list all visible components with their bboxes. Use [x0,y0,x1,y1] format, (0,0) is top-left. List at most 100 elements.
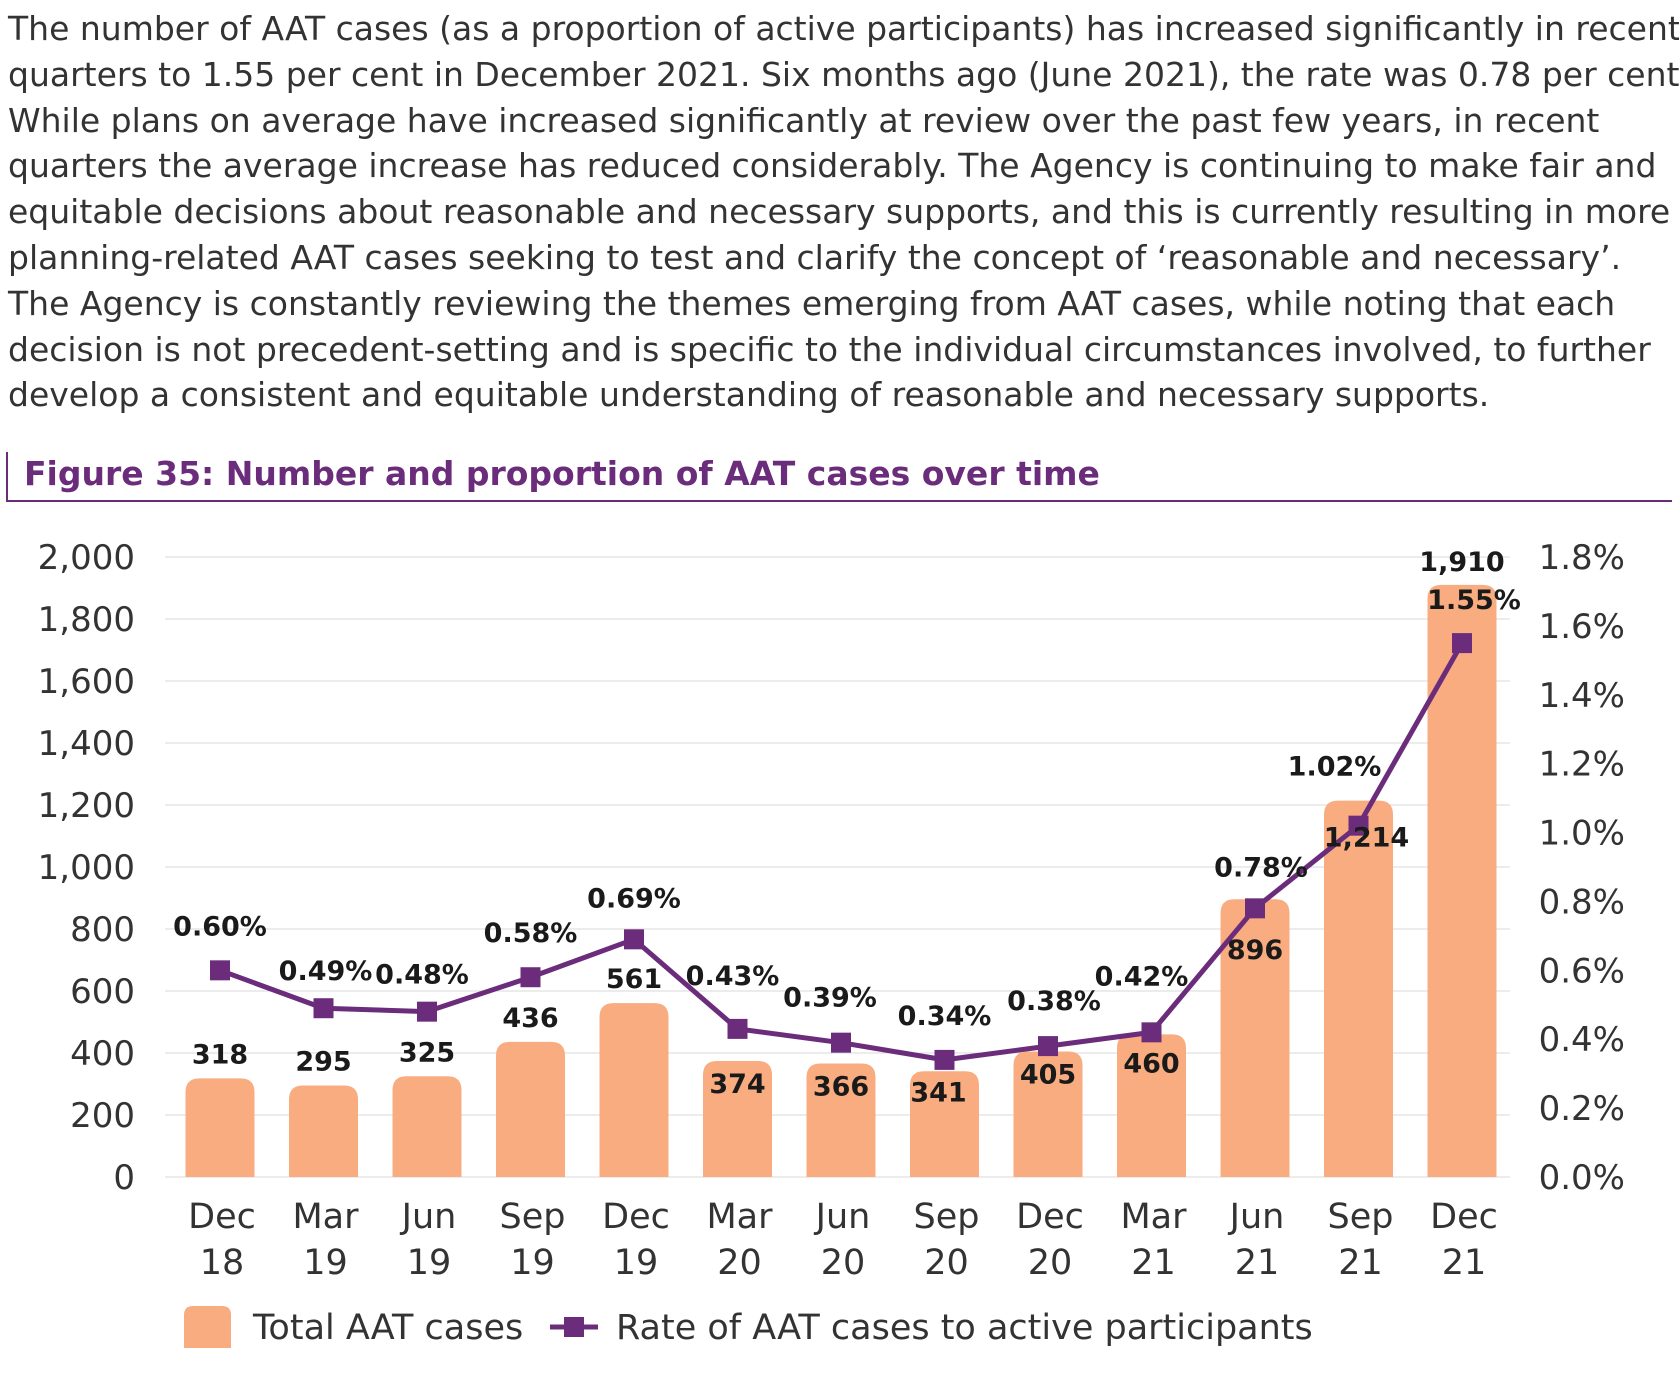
legend-label: Total AAT cases [252,1308,523,1348]
right-tick-label: 1.4% [1539,676,1625,716]
right-tick-label: 1.8% [1539,538,1625,578]
paragraph-line: The number of AAT cases (as a proportion… [8,9,1679,48]
line-marker [727,1018,748,1039]
bar-data-label: 374 [709,1069,765,1100]
bar-data-label: 561 [606,964,662,995]
category-label: Dec [188,1197,256,1237]
line-marker [210,960,230,981]
legend-marker-swatch [564,1317,584,1337]
left-tick-label: 1,800 [38,600,135,640]
bar [703,1061,772,1177]
line-marker [417,1001,437,1022]
line-marker [1348,815,1369,836]
right-tick-label: 0.6% [1539,951,1625,991]
left-tick-label: 1,200 [38,786,135,826]
line-data-label: 0.38% [1007,986,1101,1017]
line-marker [520,967,541,988]
bar [1013,1051,1083,1177]
right-tick-label: 1.6% [1539,607,1625,647]
bar-data-label: 318 [192,1039,248,1070]
left-tick-label: 800 [70,910,135,950]
bar-data-labels: 318 295 325 436 561 374 366 341 405 460 896 1,214 1,… [192,547,1505,1108]
right-axis: 0.0% 0.2% 0.4% 0.6% 0.8% 1.0% 1.2% 1.4% 1.6% 1.8% [1539,538,1625,1198]
left-tick-label: 1,000 [38,848,135,888]
category-label: 19 [407,1243,452,1283]
line-data-label: 1.02% [1288,752,1382,783]
bar [496,1041,565,1177]
bar [185,1078,255,1177]
paragraph-line: decision is not precedent-setting and is… [8,329,1651,369]
bar-data-label: 1,910 [1419,547,1504,578]
paragraph-line: develop a consistent and equitable under… [8,375,1490,415]
line-data-label: 0.78% [1214,852,1308,883]
bar-data-label: 295 [295,1047,351,1078]
category-label: Jun [400,1197,457,1237]
intro-paragraph: The number of AAT cases (as a proportion… [8,6,1679,418]
bar [1117,1034,1186,1177]
figure-title-box: Figure 35: Number and proportion of AAT … [6,452,1672,502]
legend-bar-swatch [184,1306,231,1348]
bar [392,1076,462,1177]
line-series [210,633,1472,1070]
line-data-label: 0.60% [173,911,267,942]
paragraph-line: equitable decisions about reasonable and… [8,192,1671,232]
category-label: 18 [200,1243,245,1283]
paragraph-line: quarters the average increase has reduce… [8,146,1657,186]
category-label: Mar [1120,1197,1187,1237]
line-data-label: 0.43% [686,961,780,992]
category-label: 20 [924,1243,969,1283]
paragraph-line: quarters to 1.55 per cent in December 20… [8,54,1679,94]
bar [1220,899,1290,1177]
line-data-labels: 0.60% 0.49% 0.48% 0.58% 0.69% 0.43%0.39% 0.34%… [173,585,1521,1032]
right-tick-label: 0.2% [1539,1089,1625,1129]
category-label: 21 [1338,1243,1383,1283]
bar-data-label: 896 [1227,935,1283,966]
paragraph-line: The Agency is constantly reviewing the t… [8,283,1616,323]
right-tick-label: 1.2% [1539,745,1625,785]
bar [289,1085,358,1177]
category-label: Jun [814,1197,871,1237]
bar [910,1071,979,1177]
line-data-label: 0.48% [375,960,469,991]
category-label: Sep [500,1197,566,1237]
legend-label: Rate of AAT cases to active participants [616,1308,1313,1348]
left-tick-label: 1,400 [38,724,135,764]
bar [1427,584,1497,1177]
category-label: Dec [1016,1197,1084,1237]
category-label: Dec [602,1197,670,1237]
right-tick-label: 1.0% [1539,814,1625,854]
category-label: 20 [717,1243,762,1283]
category-label: 21 [1131,1243,1176,1283]
gridlines [165,556,1510,1178]
left-tick-label: 400 [70,1034,135,1074]
figure-title: Figure 35: Number and proportion of AAT … [24,454,1100,493]
left-tick-label: 0 [113,1158,135,1198]
line-marker [934,1049,955,1070]
paragraph-line: While plans on average have increased si… [8,100,1600,140]
line-data-label: 0.58% [484,918,578,949]
line-marker [1141,1022,1162,1043]
line-data-label: 0.39% [783,983,877,1014]
bar-data-label: 405 [1020,1059,1076,1090]
bar-data-label: 366 [813,1072,869,1103]
combo-chart: 0 200 400 600 800 1,000 1,200 1,400 1,600 1,800 2,… [38,538,1625,1348]
line-data-label: 0.42% [1095,961,1189,992]
line-marker [624,929,644,950]
category-label: 20 [1028,1243,1073,1283]
bar-data-label: 341 [910,1077,966,1108]
legend: Total AAT cases Rate of AAT cases to acti… [184,1306,1313,1348]
category-label: 19 [510,1243,555,1283]
line-data-label: 0.34% [898,1001,992,1032]
left-tick-label: 200 [70,1096,135,1136]
bar-data-label: 436 [502,1003,558,1034]
line-data-label: 0.49% [279,956,373,987]
bar-data-label: 1,214 [1324,823,1409,854]
category-label: Mar [706,1197,773,1237]
category-label: 21 [1235,1243,1280,1283]
line-marker [831,1032,851,1053]
right-tick-label: 0.8% [1539,882,1625,922]
category-label: 19 [614,1243,659,1283]
category-label: Mar [292,1197,359,1237]
category-label: Sep [1328,1197,1394,1237]
right-tick-label: 0.4% [1539,1020,1625,1060]
